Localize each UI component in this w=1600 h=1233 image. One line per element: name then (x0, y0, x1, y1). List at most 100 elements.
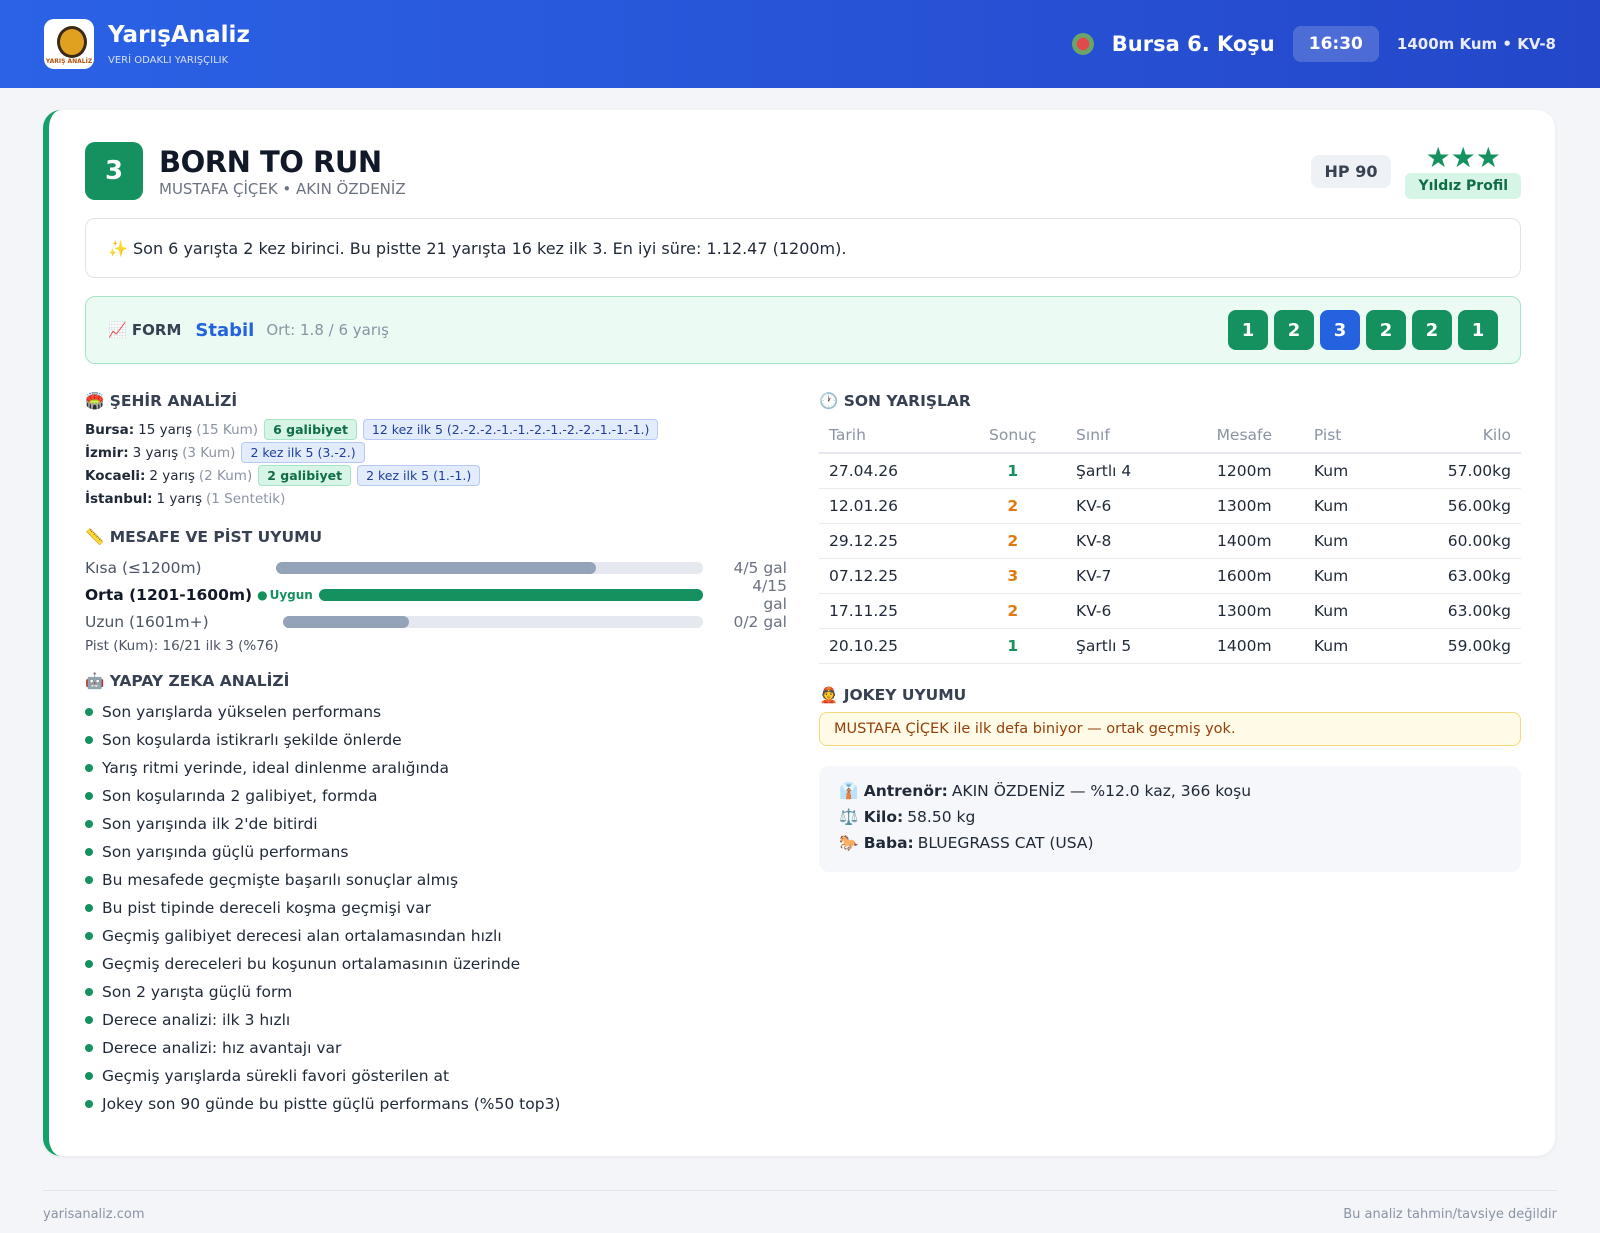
pist-summary: Pist (Kum): 16/21 ilk 3 (%76) (85, 638, 279, 654)
distance-result: 0/2 gal (733, 612, 787, 631)
city-name: Kocaeli: (85, 467, 146, 484)
info-row: 🐎 Baba: BLUEGRASS CAT (USA) (839, 830, 1501, 856)
distance-result: 4/5 gal (733, 558, 787, 577)
footer-disclaimer: Bu analiz tahmin/tavsiye değildir (1343, 1207, 1557, 1222)
city-list: Bursa: 15 yarış (15 Kum) 6 galibiyet 12 kez … (85, 418, 787, 510)
race-row: 20.10.25 1 Şartlı 5 1400m Kum 59.00kg (819, 628, 1521, 664)
race-cell: 63.00kg (1389, 558, 1521, 594)
race-cell: 12.01.26 (819, 488, 960, 524)
footer: yarisanaliz.com Bu analiz tahmin/tavsiye… (43, 1190, 1557, 1222)
distance-result: 4/15 gal (752, 576, 787, 613)
section-title: 📏 MESAFE VE PİST UYUMU (85, 528, 323, 546)
brand-name: YarışAnaliz (108, 21, 250, 48)
form-result: 2 (1366, 310, 1406, 350)
distance-label: Kısa (≤1200m) (85, 558, 202, 577)
info-value: AKIN ÖZDENİZ — %12.0 kaz, 366 koşu (951, 781, 1252, 800)
race-cell: 59.00kg (1389, 628, 1521, 664)
horse-title: BORN TO RUN MUSTAFA ÇİÇEK • AKIN ÖZDENİZ (159, 145, 406, 198)
city-row: İzmir: 3 yarış (3 Kum) 2 kez ilk 5 (3.-2.) (85, 441, 787, 464)
race-cell: 1 (959, 453, 1067, 489)
city-races: 2 yarış (149, 467, 195, 484)
race-cell: 2 (959, 488, 1067, 524)
race-cell: 07.12.25 (819, 558, 960, 594)
logo-text: YARIŞ ANALİZ (45, 58, 93, 65)
column-header: Mesafe (1184, 418, 1304, 454)
horse-badges: HP 90 ★★★ Yıldız Profil (1310, 141, 1521, 199)
jockey-note: MUSTAFA ÇİÇEK ile ilk defa biniyor — ort… (819, 711, 1521, 746)
column-header: Pist (1303, 418, 1390, 454)
horse-header: 3 BORN TO RUN MUSTAFA ÇİÇEK • AKIN ÖZDENİ… (85, 140, 1521, 202)
race-cell: 1600m (1184, 558, 1304, 594)
horse-card: 3 BORN TO RUN MUSTAFA ÇİÇEK • AKIN ÖZDENİ… (43, 110, 1555, 1156)
ai-item: Bu pist tipinde dereceli koşma geçmişi v… (85, 894, 787, 922)
race-cell: Kum (1303, 523, 1390, 559)
race-icon (1071, 33, 1094, 55)
ai-item: Son yarışında ilk 2'de bitirdi (85, 810, 787, 838)
distance-row: Kısa (≤1200m) 4/5 gal (85, 554, 787, 581)
table-header: Tarih Sonuç Sınıf Mesafe Pist Kilo (819, 418, 1521, 454)
race-cell: 29.12.25 (819, 523, 960, 559)
form-average: Ort: 1.8 / 6 yarış (266, 321, 389, 339)
info-label: 🐎 Baba: (839, 833, 914, 852)
ai-item: Son koşularında 2 galibiyet, formda (85, 782, 787, 810)
stars: ★★★ (1425, 141, 1501, 174)
info-value: BLUEGRASS CAT (USA) (917, 833, 1094, 852)
distance-list: Kısa (≤1200m) 4/5 gal Orta (1201-1600m) Uyg… (85, 554, 787, 635)
distance-section: 📏 MESAFE VE PİST UYUMU Kısa (≤1200m) 4/5 … (85, 528, 787, 654)
distance-track (275, 561, 703, 574)
race-row: 12.01.26 2 KV-6 1300m Kum 56.00kg (819, 488, 1521, 524)
ai-item: Son koşularda istikrarlı şekilde önlerde (85, 726, 787, 754)
city-name: İzmir: (85, 444, 129, 461)
ai-item: Son yarışında güçlü performans (85, 838, 787, 866)
profile-label: Yıldız Profil (1405, 173, 1521, 199)
city-races: 1 yarış (156, 490, 203, 507)
race-cell: Kum (1303, 593, 1390, 629)
city-badge: 6 galibiyet (264, 419, 357, 440)
distance-bar (318, 588, 703, 601)
distance-track (282, 615, 703, 628)
race-row: 27.04.26 1 Şartlı 4 1200m Kum 57.00kg (819, 453, 1521, 489)
city-badge: 2 kez ilk 5 (1.-1.) (357, 465, 481, 486)
race-cell: 2 (959, 523, 1067, 559)
footer-site[interactable]: yarisanaliz.com (43, 1207, 145, 1222)
form-result: 1 (1228, 310, 1268, 350)
distance-label: Orta (1201-1600m) (85, 585, 253, 604)
form-status: Stabil (195, 319, 255, 341)
race-cell: KV-6 (1066, 488, 1185, 524)
hp: HP 90 (1310, 154, 1392, 188)
race-row: 29.12.25 2 KV-8 1400m Kum 60.00kg (819, 523, 1521, 559)
city-races: 3 yarış (132, 444, 179, 461)
tagline: VERİ ODAKLI YARIŞÇILIK (108, 54, 229, 66)
distance-track (318, 588, 703, 601)
distance-bar (282, 615, 409, 628)
info-row: 👔 Antrenör: AKIN ÖZDENİZ — %12.0 kaz, 366… (839, 778, 1501, 804)
race-cell: KV-7 (1066, 558, 1185, 594)
race-cell: 57.00kg (1389, 453, 1521, 489)
logo[interactable]: YARIŞ ANALİZ (44, 19, 94, 69)
recent-table: Tarih Sonuç Sınıf Mesafe Pist Kilo 27.04.26 1 Şa… (819, 418, 1521, 664)
form-label: 📈 FORM (108, 321, 182, 339)
column-header: Tarih (819, 418, 960, 454)
column-header: Sonuç (959, 418, 1067, 454)
horse-people: MUSTAFA ÇİÇEK • AKIN ÖZDENİZ (159, 179, 406, 198)
city-races: 15 yarış (138, 421, 193, 438)
race-info: 1400m Kum • KV-8 (1396, 35, 1556, 53)
table-body: 27.04.26 1 Şartlı 4 1200m Kum 57.00kg 12.01.26… (819, 453, 1521, 664)
city-row: Kocaeli: 2 yarış (2 Kum) 2 galibiyet 2 kez i… (85, 464, 787, 487)
distance-label: Uzun (1601m+) (85, 612, 209, 631)
race-cell: 63.00kg (1389, 593, 1521, 629)
horse-number: 3 (85, 142, 143, 200)
city-badge: 12 kez ilk 5 (2.-2.-2.-1.-1.-2.-1.-2.-2.… (362, 419, 659, 440)
race-cell: Şartlı 4 (1066, 453, 1185, 489)
ai-item: Derece analizi: hız avantajı var (85, 1034, 787, 1062)
city-detail: (3 Kum) (182, 444, 236, 461)
column-header: Sınıf (1066, 418, 1185, 454)
race-cell: 1200m (1184, 453, 1304, 489)
ai-item: Geçmiş dereceleri bu koşunun ortalamasın… (85, 950, 787, 978)
race-row: 07.12.25 3 KV-7 1600m Kum 63.00kg (819, 558, 1521, 594)
race-name: Bursa 6. Koşu (1111, 32, 1275, 56)
info-row: ⚖️ Kilo: 58.50 kg (839, 804, 1501, 830)
